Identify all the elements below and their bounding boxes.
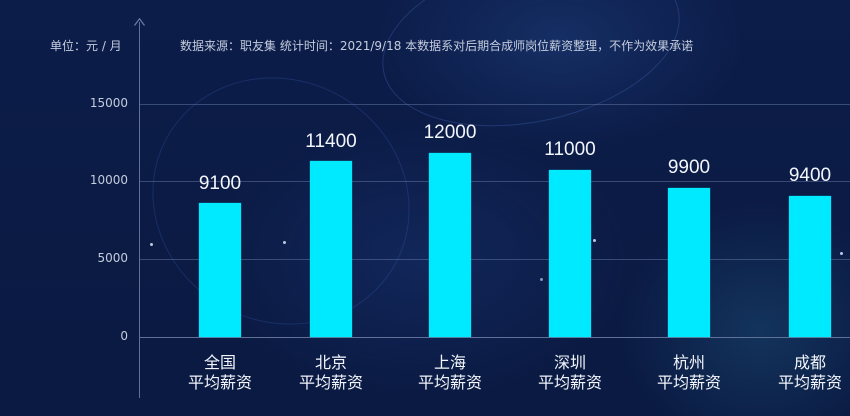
y-tick-label: 15000 (89, 96, 128, 110)
bar-value-label: 9100 (198, 173, 242, 194)
y-axis-unit-label: 单位：元 / 月 (50, 39, 122, 53)
bar-shenzhen[interactable] (549, 170, 591, 337)
star-decoration (150, 243, 153, 246)
bar-beijing[interactable] (310, 161, 352, 337)
x-category-label: 全国 平均薪资 (165, 353, 275, 393)
x-category-label: 上海 平均薪资 (395, 353, 505, 393)
gridline-15000 (140, 104, 850, 105)
x-category-label: 北京 平均薪资 (276, 353, 386, 393)
x-category-label: 成都 平均薪资 (755, 353, 850, 393)
x-category-label: 深圳 平均薪资 (515, 353, 625, 393)
star-decoration (283, 241, 286, 244)
star-decoration (593, 239, 596, 242)
bar-value-label: 11400 (305, 131, 357, 152)
background-glow (107, 30, 455, 372)
gridline-10000 (140, 181, 850, 182)
bar-national[interactable] (199, 203, 241, 337)
city-name: 杭州 (672, 353, 705, 372)
y-axis-arrow-icon (134, 18, 145, 26)
city-name: 深圳 (553, 353, 586, 372)
category-subtitle: 平均薪资 (298, 373, 363, 392)
y-axis-line (139, 22, 140, 398)
x-category-label: 杭州 平均薪资 (634, 353, 744, 393)
y-tick-label: 10000 (89, 173, 128, 187)
bar-chengdu[interactable] (789, 196, 831, 337)
city-name: 全国 (203, 353, 236, 372)
category-subtitle: 平均薪资 (537, 373, 602, 392)
bar-value-label: 9900 (667, 157, 711, 178)
gridline-5000 (140, 259, 850, 260)
y-tick-label: 0 (120, 329, 128, 343)
x-axis-line (140, 337, 850, 338)
bar-value-label: 9400 (788, 165, 832, 186)
bar-value-label: 11000 (544, 139, 596, 160)
city-name: 成都 (793, 353, 826, 372)
bar-hangzhou[interactable] (668, 188, 710, 337)
category-subtitle: 平均薪资 (777, 373, 842, 392)
star-decoration (840, 252, 843, 255)
category-subtitle: 平均薪资 (187, 373, 252, 392)
city-name: 上海 (433, 353, 466, 372)
category-subtitle: 平均薪资 (417, 373, 482, 392)
data-source-note: 数据来源：职友集 统计时间：2021/9/18 本数据系对后期合成师岗位薪资整理… (180, 39, 694, 53)
star-decoration (540, 278, 543, 281)
city-name: 北京 (314, 353, 347, 372)
y-tick-label: 5000 (97, 251, 128, 265)
bar-value-label: 12000 (423, 122, 477, 143)
category-subtitle: 平均薪资 (656, 373, 721, 392)
bar-shanghai[interactable] (429, 153, 471, 337)
